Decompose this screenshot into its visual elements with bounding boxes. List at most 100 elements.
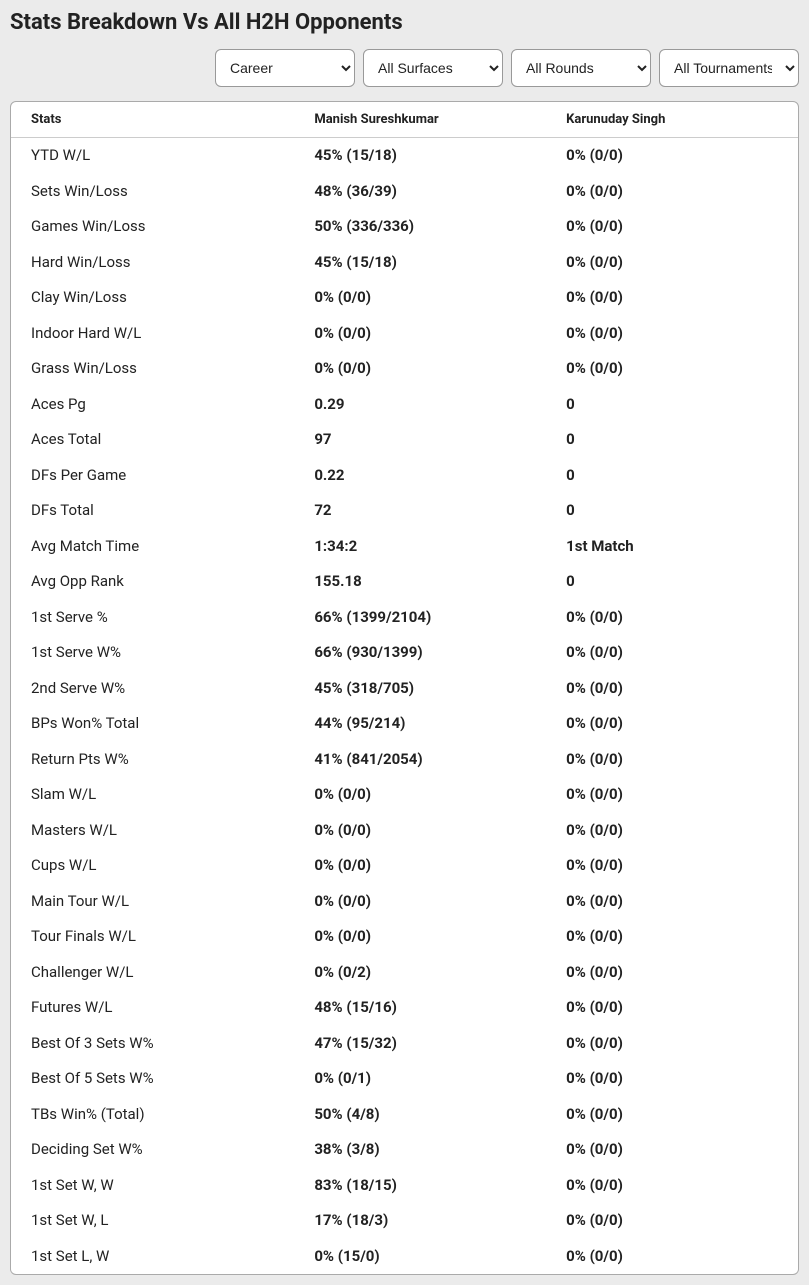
stat-label: YTD W/L	[11, 138, 294, 174]
stat-label: BPs Won% Total	[11, 706, 294, 742]
stat-value-player2: 0% (0/0)	[546, 600, 798, 636]
table-row: Avg Match Time1:34:21st Match	[11, 529, 798, 565]
stat-value-player2: 0% (0/0)	[546, 706, 798, 742]
stat-value-player1: 38% (3/8)	[294, 1132, 546, 1168]
table-row: 1st Serve %66% (1399/2104)0% (0/0)	[11, 600, 798, 636]
stat-label: Slam W/L	[11, 777, 294, 813]
table-row: Games Win/Loss50% (336/336)0% (0/0)	[11, 209, 798, 245]
stat-value-player2: 0% (0/0)	[546, 245, 798, 281]
stat-value-player1: 0.29	[294, 387, 546, 423]
table-row: DFs Per Game0.220	[11, 458, 798, 494]
stat-value-player2: 0% (0/0)	[546, 209, 798, 245]
stat-value-player1: 45% (15/18)	[294, 138, 546, 174]
stat-label: Best Of 3 Sets W%	[11, 1026, 294, 1062]
stat-label: Aces Total	[11, 422, 294, 458]
stat-label: Challenger W/L	[11, 955, 294, 991]
stat-value-player2: 0% (0/0)	[546, 955, 798, 991]
stat-value-player1: 0% (0/0)	[294, 280, 546, 316]
stat-value-player2: 0	[546, 493, 798, 529]
stat-value-player1: 66% (1399/2104)	[294, 600, 546, 636]
table-row: Cups W/L0% (0/0)0% (0/0)	[11, 848, 798, 884]
table-row: Main Tour W/L0% (0/0)0% (0/0)	[11, 884, 798, 920]
stat-value-player2: 0% (0/0)	[546, 351, 798, 387]
stat-value-player2: 0% (0/0)	[546, 1097, 798, 1133]
table-row: Indoor Hard W/L0% (0/0)0% (0/0)	[11, 316, 798, 352]
stat-value-player2: 0% (0/0)	[546, 138, 798, 174]
stats-table: Stats Manish Sureshkumar Karunuday Singh…	[11, 102, 798, 1274]
stat-label: DFs Per Game	[11, 458, 294, 494]
stat-label: 1st Serve W%	[11, 635, 294, 671]
stat-value-player1: 66% (930/1399)	[294, 635, 546, 671]
table-row: 1st Set W, W83% (18/15)0% (0/0)	[11, 1168, 798, 1204]
stat-value-player1: 83% (18/15)	[294, 1168, 546, 1204]
stat-value-player1: 17% (18/3)	[294, 1203, 546, 1239]
stat-value-player1: 0% (0/0)	[294, 848, 546, 884]
stat-value-player2: 0% (0/0)	[546, 884, 798, 920]
stat-value-player2: 0% (0/0)	[546, 1239, 798, 1275]
stat-label: Deciding Set W%	[11, 1132, 294, 1168]
table-row: Futures W/L48% (15/16)0% (0/0)	[11, 990, 798, 1026]
table-row: Avg Opp Rank155.180	[11, 564, 798, 600]
stat-value-player2: 0% (0/0)	[546, 990, 798, 1026]
table-row: Grass Win/Loss0% (0/0)0% (0/0)	[11, 351, 798, 387]
tournament-select[interactable]: All Tournaments	[659, 49, 799, 87]
table-row: 1st Set L, W0% (15/0)0% (0/0)	[11, 1239, 798, 1275]
stat-value-player1: 0% (0/0)	[294, 884, 546, 920]
stat-value-player1: 0% (0/1)	[294, 1061, 546, 1097]
stat-value-player1: 72	[294, 493, 546, 529]
period-select[interactable]: Career	[215, 49, 355, 87]
stat-value-player2: 0% (0/0)	[546, 280, 798, 316]
stat-label: 1st Set W, W	[11, 1168, 294, 1204]
stat-value-player2: 0% (0/0)	[546, 1132, 798, 1168]
stat-value-player1: 45% (318/705)	[294, 671, 546, 707]
stat-label: Return Pts W%	[11, 742, 294, 778]
stat-value-player1: 50% (336/336)	[294, 209, 546, 245]
page-title: Stats Breakdown Vs All H2H Opponents	[10, 10, 799, 35]
stat-value-player1: 0% (0/0)	[294, 351, 546, 387]
stat-value-player1: 0% (0/0)	[294, 919, 546, 955]
stat-label: Best Of 5 Sets W%	[11, 1061, 294, 1097]
stat-value-player2: 0% (0/0)	[546, 174, 798, 210]
table-row: Clay Win/Loss0% (0/0)0% (0/0)	[11, 280, 798, 316]
round-select[interactable]: All Rounds	[511, 49, 651, 87]
stat-value-player2: 0	[546, 458, 798, 494]
table-row: TBs Win% (Total)50% (4/8)0% (0/0)	[11, 1097, 798, 1133]
table-row: Return Pts W%41% (841/2054)0% (0/0)	[11, 742, 798, 778]
table-row: Sets Win/Loss48% (36/39)0% (0/0)	[11, 174, 798, 210]
stat-value-player2: 0	[546, 387, 798, 423]
stat-label: Cups W/L	[11, 848, 294, 884]
stat-value-player1: 97	[294, 422, 546, 458]
stat-value-player1: 41% (841/2054)	[294, 742, 546, 778]
stat-value-player1: 0% (0/0)	[294, 777, 546, 813]
table-row: Aces Pg0.290	[11, 387, 798, 423]
stat-value-player1: 0% (15/0)	[294, 1239, 546, 1275]
stat-label: TBs Win% (Total)	[11, 1097, 294, 1133]
stat-value-player2: 0% (0/0)	[546, 1026, 798, 1062]
stat-value-player1: 0% (0/2)	[294, 955, 546, 991]
stat-label: Masters W/L	[11, 813, 294, 849]
stat-label: Futures W/L	[11, 990, 294, 1026]
stat-value-player1: 48% (36/39)	[294, 174, 546, 210]
table-header-row: Stats Manish Sureshkumar Karunuday Singh	[11, 102, 798, 138]
stat-label: 1st Set L, W	[11, 1239, 294, 1275]
stat-label: Hard Win/Loss	[11, 245, 294, 281]
surface-select[interactable]: All Surfaces	[363, 49, 503, 87]
stat-value-player2: 0% (0/0)	[546, 635, 798, 671]
stat-label: Games Win/Loss	[11, 209, 294, 245]
stat-label: 2nd Serve W%	[11, 671, 294, 707]
stat-value-player2: 0% (0/0)	[546, 316, 798, 352]
stats-table-card: Stats Manish Sureshkumar Karunuday Singh…	[10, 101, 799, 1275]
table-row: Hard Win/Loss45% (15/18)0% (0/0)	[11, 245, 798, 281]
table-row: 2nd Serve W%45% (318/705)0% (0/0)	[11, 671, 798, 707]
table-row: YTD W/L45% (15/18)0% (0/0)	[11, 138, 798, 174]
stat-label: Grass Win/Loss	[11, 351, 294, 387]
stat-value-player2: 0% (0/0)	[546, 848, 798, 884]
stat-label: Aces Pg	[11, 387, 294, 423]
col-header-player1: Manish Sureshkumar	[294, 102, 546, 138]
table-row: Best Of 5 Sets W%0% (0/1)0% (0/0)	[11, 1061, 798, 1097]
stat-value-player2: 0% (0/0)	[546, 777, 798, 813]
stat-label: DFs Total	[11, 493, 294, 529]
table-row: Aces Total970	[11, 422, 798, 458]
stat-value-player1: 155.18	[294, 564, 546, 600]
stat-value-player1: 1:34:2	[294, 529, 546, 565]
